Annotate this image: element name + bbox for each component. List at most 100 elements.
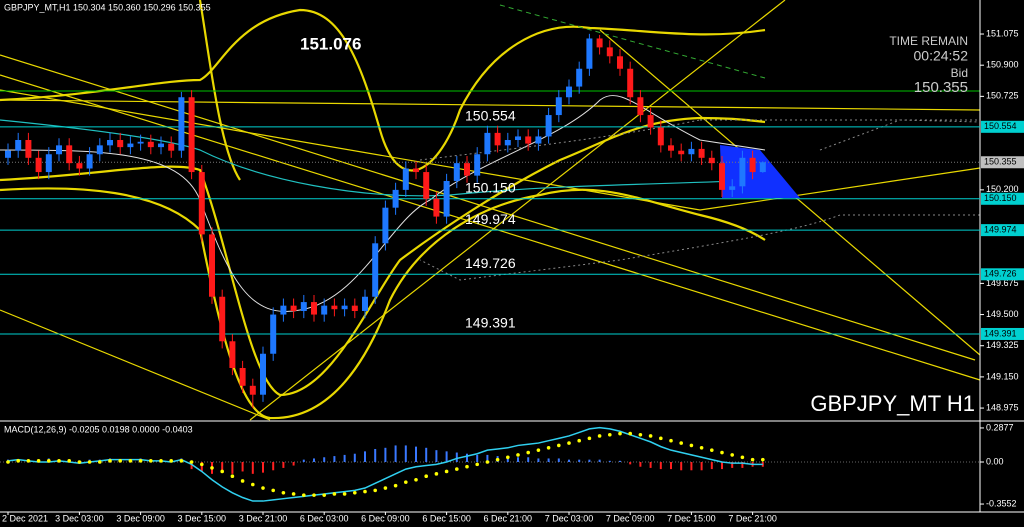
candle-body <box>117 140 124 148</box>
candle-body <box>719 163 725 190</box>
candle-body <box>464 163 470 176</box>
level-label: 150.150 <box>465 179 516 195</box>
y-tick-label: 150.725 <box>986 91 1019 101</box>
macd-signal-dot <box>302 493 306 497</box>
x-tick-label: 3 Dec 09:00 <box>116 513 165 523</box>
macd-signal-dot <box>108 459 112 463</box>
macd-signal-dot <box>169 459 173 463</box>
macd-signal-dot <box>363 489 367 494</box>
candle-body <box>341 305 348 310</box>
candle-body <box>76 163 83 169</box>
candle-body <box>35 157 42 173</box>
macd-signal-dot <box>6 460 10 464</box>
macd-signal-dot <box>322 493 327 497</box>
candle-body <box>494 132 501 146</box>
indicators <box>0 0 981 421</box>
candle-body <box>168 143 175 151</box>
candle-body <box>351 305 358 311</box>
macd-signal-dot <box>689 443 694 448</box>
macd-signal-dot <box>577 438 581 443</box>
macd-signal-dot <box>444 469 449 474</box>
macd-signal-dot <box>26 459 31 463</box>
bid-label: Bid <box>951 66 968 80</box>
macd-signal-dot <box>87 460 92 464</box>
candle-body <box>759 162 766 173</box>
macd-signal-dot <box>159 459 163 463</box>
candle-body <box>586 38 593 69</box>
candle-body <box>270 314 277 354</box>
macd-signal-dot <box>220 469 224 474</box>
level-axis-box <box>981 268 1024 281</box>
macd-signal-dot <box>240 479 245 483</box>
candle-body <box>698 148 705 158</box>
candle-body <box>137 141 144 144</box>
macd-signal-dot <box>138 459 143 463</box>
macd-signal-dot <box>189 460 194 464</box>
x-tick-label: 7 Dec 03:00 <box>545 513 594 523</box>
x-tick-label: 6 Dec 03:00 <box>300 513 349 523</box>
candle-body <box>688 148 695 155</box>
x-tick-label: 3 Dec 03:00 <box>55 513 104 523</box>
bid-axis-label: 150.355 <box>984 157 1017 167</box>
level-label: 149.974 <box>465 211 516 227</box>
macd-y-tick-label: -0.3552 <box>986 498 1017 508</box>
macd-signal-dot <box>36 459 41 463</box>
candle-body <box>484 132 491 155</box>
level-axis-label: 150.150 <box>984 193 1017 203</box>
candle-body <box>86 154 93 169</box>
candle-body <box>147 141 154 148</box>
annotation: 151.076 <box>300 34 361 53</box>
macd-signal-dot <box>526 450 530 455</box>
candle-body <box>535 136 542 144</box>
candle-body <box>260 353 266 395</box>
candle-body <box>657 127 664 146</box>
candle-body <box>413 168 419 173</box>
x-tick-label: 7 Dec 09:00 <box>606 513 655 523</box>
x-tick-label: 2 Dec 2021 <box>2 513 48 523</box>
macd-signal-dot <box>424 474 429 479</box>
macd-signal-dot <box>128 459 133 463</box>
candle-body <box>5 150 11 158</box>
x-tick-label: 3 Dec 21:00 <box>239 513 288 523</box>
macd-signal-dot <box>475 462 480 467</box>
macd-signal-dot <box>230 474 235 479</box>
candle-body <box>576 68 583 87</box>
candle-body <box>668 145 674 151</box>
level-axis-label: 149.974 <box>984 225 1017 235</box>
level-axis-label: 150.554 <box>984 121 1017 131</box>
candle-body <box>566 86 572 98</box>
candle-body <box>443 180 450 217</box>
macd-signal-dot <box>587 436 592 441</box>
candle-body <box>647 115 654 128</box>
y-tick-label: 150.200 <box>986 184 1019 194</box>
candle-body <box>596 38 603 48</box>
candle-body <box>25 140 32 158</box>
level-label: 149.726 <box>465 255 516 271</box>
macd-signal-dot <box>251 482 255 487</box>
macd-line <box>7 426 763 502</box>
macd-signal-dot <box>291 492 296 496</box>
candle-body <box>45 154 52 173</box>
macd-title: MACD(12,26,9) -0.0205 0.0198 0.0000 -0.0… <box>4 424 193 434</box>
candle-body <box>545 115 552 137</box>
candle-body <box>362 296 368 311</box>
y-tick-label: 149.325 <box>986 340 1019 350</box>
level-label: 150.554 <box>465 108 516 124</box>
candle-body <box>15 140 22 151</box>
macd-signal-dot <box>638 432 643 437</box>
macd-signal-dot <box>98 460 102 464</box>
macd-signal-dot <box>740 455 745 460</box>
candle-body <box>433 198 440 217</box>
candle-body <box>178 97 185 151</box>
macd-signal-dot <box>373 488 378 493</box>
candle-body <box>127 143 134 148</box>
macd-signal-dot <box>16 459 21 463</box>
candle-body <box>729 186 736 190</box>
macd-y-tick-label: 0.00 <box>986 456 1004 466</box>
candle-body <box>249 385 256 395</box>
candle-body <box>219 296 226 342</box>
macd-signal-dot <box>730 453 734 457</box>
macd-signal-dot <box>659 436 663 441</box>
